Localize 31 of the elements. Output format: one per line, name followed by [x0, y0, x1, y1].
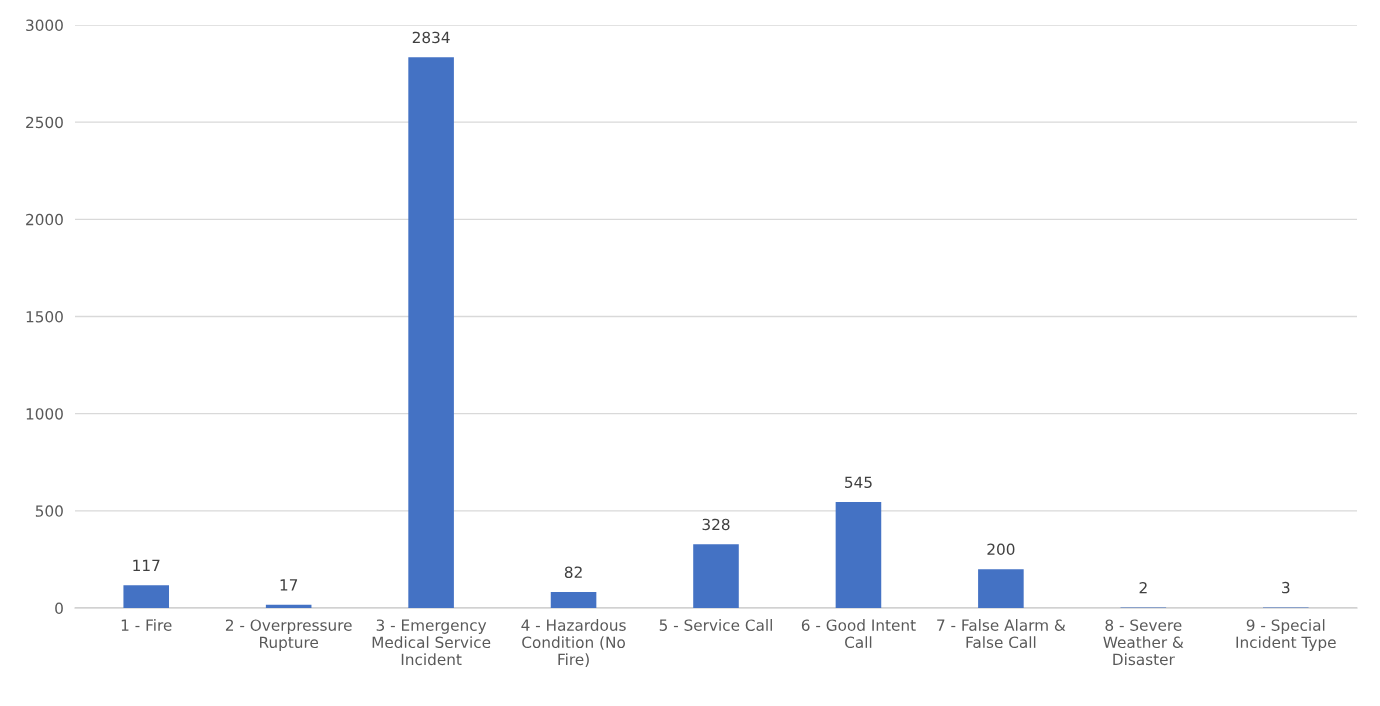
- data-label: 545: [845, 476, 872, 489]
- x-tick-label: 9 - Special Incident Type: [1236, 619, 1336, 651]
- data-label: 117: [133, 559, 160, 571]
- x-tick-label: 4 - Hazardous Condition (No Fire): [521, 619, 626, 667]
- x-tick-label: 8 - Severe Weather & Disaster: [1103, 619, 1184, 666]
- data-label: 2: [1139, 581, 1147, 594]
- data-label: 200: [987, 543, 1015, 556]
- y-tick-label: 3000: [26, 19, 63, 32]
- x-tick-label: 3 - Emergency Medical Service Incident: [372, 619, 491, 666]
- bar: [550, 592, 597, 608]
- bar: [693, 544, 739, 608]
- data-label: 3: [1282, 581, 1290, 594]
- data-label: 17: [280, 579, 298, 591]
- y-tick-label: 2500: [26, 116, 63, 129]
- x-tick-label: 1 - Fire: [121, 619, 172, 631]
- x-tick-label: 7 - False Alarm & False Call: [937, 619, 1066, 649]
- bar: [835, 502, 882, 608]
- bar: [123, 585, 170, 608]
- x-tick-label: 6 - Good Intent Call: [801, 619, 916, 649]
- data-label: 2834: [412, 31, 450, 44]
- x-tick-label: 5 - Service Call: [659, 619, 772, 631]
- y-tick-label: 0: [55, 602, 63, 615]
- y-tick-label: 500: [35, 505, 63, 517]
- x-tick-label: 2 - Overpressure Rupture: [225, 619, 352, 651]
- bar: [408, 57, 454, 608]
- y-tick-label: 1000: [26, 408, 63, 420]
- y-tick-label: 2000: [26, 213, 63, 226]
- data-label: 328: [702, 518, 730, 531]
- bar: [978, 569, 1024, 608]
- y-tick-label: 1500: [26, 310, 63, 323]
- data-label: 82: [564, 566, 582, 578]
